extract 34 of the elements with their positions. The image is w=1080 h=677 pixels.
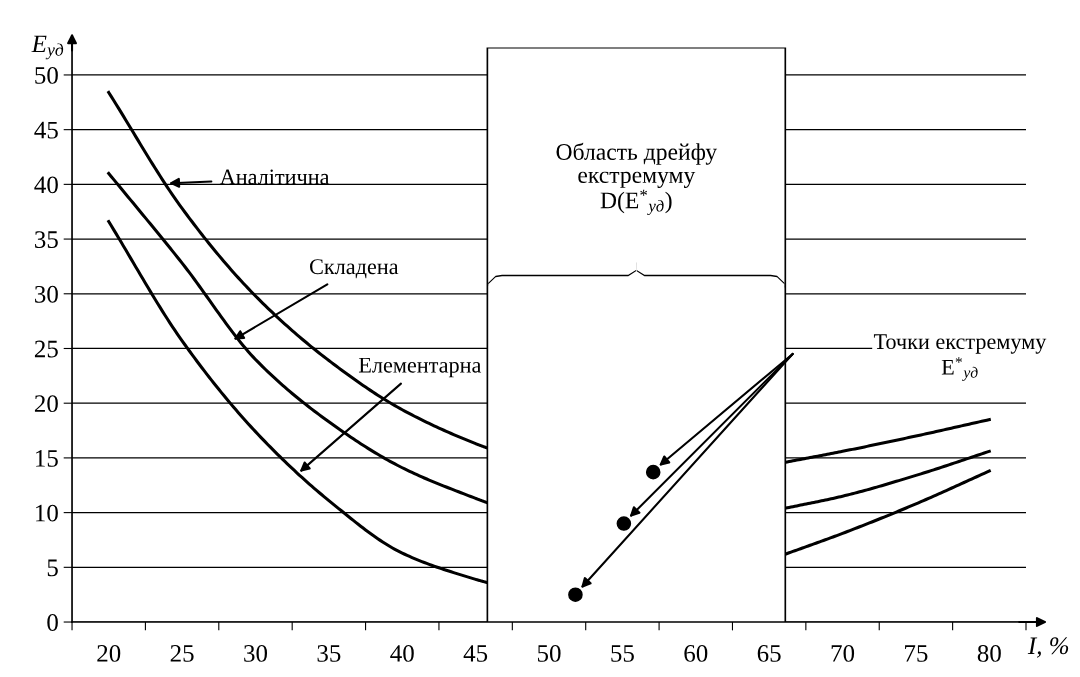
x-tick-label: 60 (684, 644, 708, 662)
annotation: Точки екстремуму E$^{*}$$_{уд}$ (873, 334, 1047, 381)
x-tick-label: 80 (977, 644, 1001, 662)
x-axis-title: I, % (1027, 637, 1069, 658)
x-tick-label: 55 (611, 645, 634, 662)
y-tick-label: 0 (47, 614, 58, 631)
x-tick-label: 25 (170, 645, 194, 662)
point (645, 464, 661, 480)
y-tick-label: 20 (34, 395, 58, 413)
x-tick-label: 75 (905, 645, 928, 662)
y-tick-label: 25 (34, 340, 58, 358)
x-tick-label: 50 (537, 644, 561, 662)
point (568, 587, 583, 602)
y-tick-label: 30 (35, 285, 58, 303)
x-tick-label: 30 (244, 644, 268, 662)
y-tick-label: 45 (34, 121, 58, 139)
x-tick-label: 65 (757, 645, 781, 662)
x-tick-label: 35 (317, 645, 341, 662)
point (616, 516, 632, 531)
annotation: Аналітична (219, 169, 330, 185)
band-label: Область дрейфу екстремуму D(E$^{*}$$_{уд}$) (556, 142, 718, 215)
x-tick-label: 20 (97, 644, 121, 662)
x-tick-label: 45 (463, 645, 488, 662)
annotation: Елементарна (358, 357, 482, 378)
x-tick-label: 70 (831, 644, 855, 662)
y-tick-label: 15 (36, 450, 58, 467)
y-tick-label: 50 (35, 67, 58, 84)
y-axis-title: E$_{уд}$ (31, 35, 64, 60)
annotation: Складена (309, 259, 399, 279)
y-tick-label: 35 (35, 231, 58, 248)
y-tick-label: 5 (47, 559, 58, 577)
x-tick-label: 40 (390, 644, 414, 662)
y-tick-label: 40 (34, 176, 58, 194)
y-tick-label: 10 (36, 504, 58, 522)
